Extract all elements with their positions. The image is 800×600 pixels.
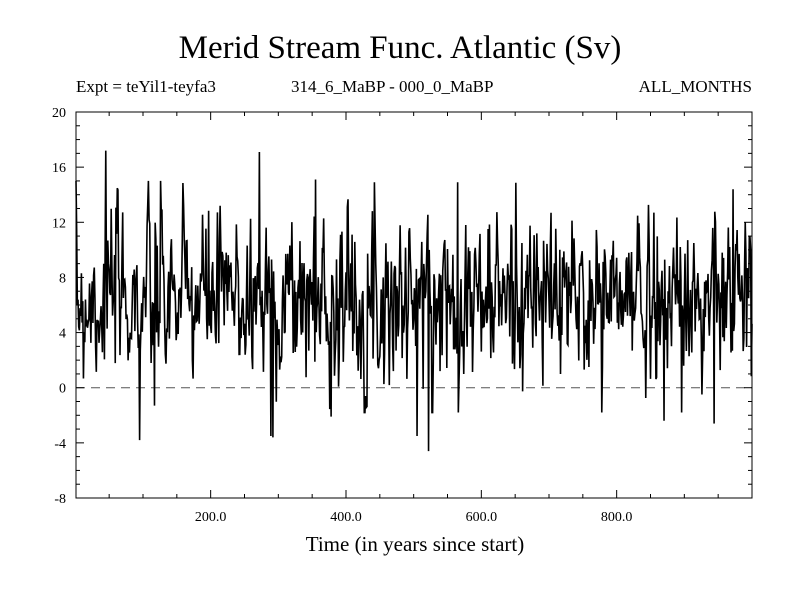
x-tick-label: 200.0 — [195, 510, 227, 525]
y-tick-label: 8 — [59, 271, 66, 286]
y-tick-label: -4 — [54, 437, 66, 452]
experiment-label: Expt = teYil1-teyfa3 — [76, 77, 216, 96]
y-tick-label: 0 — [59, 382, 66, 397]
x-tick-label: 800.0 — [601, 510, 633, 525]
chart-title: Merid Stream Func. Atlantic (Sv) — [178, 30, 622, 66]
x-tick-label: 600.0 — [466, 510, 498, 525]
months-label: ALL_MONTHS — [638, 77, 752, 96]
y-tick-label: 4 — [59, 327, 66, 342]
x-axis-label: Time (in years since start) — [305, 532, 525, 556]
y-tick-label: 16 — [52, 161, 66, 176]
x-tick-label: 400.0 — [330, 510, 362, 525]
series-line — [75, 150, 753, 452]
y-tick-label: 20 — [52, 106, 66, 121]
period-label: 314_6_MaBP - 000_0_MaBP — [291, 77, 494, 96]
y-tick-label: 12 — [52, 216, 66, 231]
y-tick-label: -8 — [54, 492, 66, 507]
